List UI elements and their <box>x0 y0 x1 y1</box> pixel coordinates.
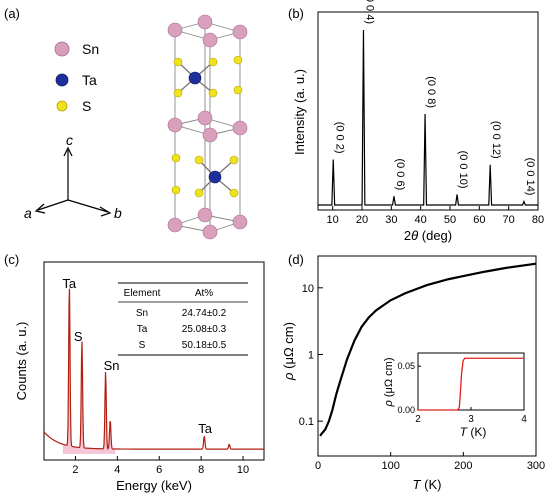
inset-transition-curve <box>418 357 524 411</box>
xrd-x-tick-label: 50 <box>444 214 456 226</box>
eds-x-tick-label: 10 <box>237 464 249 476</box>
resistivity-x-axis-label: T (K) <box>413 477 442 492</box>
xrd-peak-label: (0 0 6) <box>394 158 406 190</box>
eds-peak-label: Ta <box>198 421 213 436</box>
resistivity-y-tick-label: 1 <box>308 349 314 361</box>
eds-peak-label: S <box>74 329 83 344</box>
inset-y-axis-label: ρ (μΩ cm) <box>383 358 395 408</box>
panel-b-label: (b) <box>288 6 304 21</box>
composition-table: Element At% Sn 24.74±0.2 Ta 25.08±0.3 S … <box>118 282 248 356</box>
table-cell: 24.74±0.2 <box>182 308 227 319</box>
resistivity-inset: 2 3 4 0.00 0.05 ρ (μΩ cm) T (K) <box>383 352 527 439</box>
resistivity-curve <box>319 262 537 437</box>
resistivity-y-tick-label: 0.1 <box>299 416 314 428</box>
resistivity-x-tick-label: 100 <box>381 460 399 472</box>
eds-x-tick-label: 4 <box>114 464 120 476</box>
inset-frame <box>417 352 525 411</box>
panel-a: (a) Sn Ta S c a b <box>4 6 248 240</box>
eds-y-axis-label: Counts (a. u.) <box>14 322 29 401</box>
xrd-x-tick-label: 30 <box>385 214 397 226</box>
xrd-peak-label: (0 0 4) <box>363 0 375 24</box>
inset-x-tick-label: 3 <box>468 414 474 425</box>
panel-d: (d) 0 100 200 300 0.1 1 10 ρ (μΩ cm) T (K) 2 3 4… <box>281 252 545 492</box>
axis-a-label: a <box>24 205 32 221</box>
panel-b: (b) 10 20 30 40 50 60 70 80 (0 0 2)(0 0 4)(0 0 … <box>288 0 544 243</box>
eds-spectrum-line <box>43 288 264 450</box>
crystal-structure <box>167 14 248 240</box>
xrd-x-tick-label: 40 <box>415 214 427 226</box>
resistivity-y-tick-label: 10 <box>302 283 314 295</box>
table-header-at: At% <box>195 288 213 299</box>
xrd-pattern-line <box>318 29 538 206</box>
table-cell: S <box>139 340 146 351</box>
table-cell: 50.18±0.5 <box>182 340 227 351</box>
panel-c-label: (c) <box>4 252 19 267</box>
table-cell: Ta <box>137 324 148 335</box>
resistivity-plot-frame <box>317 255 537 457</box>
panel-a-label: (a) <box>4 6 20 21</box>
resistivity-x-tick-label: 200 <box>454 460 472 472</box>
sn-atoms <box>167 14 248 240</box>
xrd-peak-label: (0 0 10) <box>457 151 469 189</box>
xrd-peak-label: (0 0 14) <box>524 158 536 196</box>
xrd-y-axis-label: Intensity (a. u.) <box>292 69 307 155</box>
resistivity-y-axis-label: ρ (μΩ cm) <box>281 322 296 381</box>
table-header-element: Element <box>124 288 161 299</box>
table-cell: Sn <box>136 308 148 319</box>
xrd-peak-label: (0 0 8) <box>425 76 437 108</box>
xrd-x-ticks: 10 20 30 40 50 60 70 80 <box>327 206 544 226</box>
eds-peak-label: Ta <box>62 276 77 291</box>
xrd-x-tick-label: 10 <box>327 214 339 226</box>
xrd-peak-labels: (0 0 2) (0 0 4) (0 0 6) (0 0 8) (0 0 10) (0 0… <box>333 0 536 196</box>
xrd-x-axis-label: 2θ (deg) <box>404 228 452 243</box>
axis-c-label: c <box>66 132 73 148</box>
inset-y-tick-label: 0.00 <box>397 405 415 415</box>
xrd-peak-label: (0 0 12) <box>490 121 502 159</box>
eds-x-tick-label: 8 <box>198 464 204 476</box>
table-cell: 25.08±0.3 <box>182 324 227 335</box>
panel-d-label: (d) <box>288 252 304 267</box>
xrd-plot-frame <box>317 11 539 211</box>
legend-sn-marker <box>54 41 70 57</box>
inset-x-axis-label: T (K) <box>460 425 487 439</box>
ta-s-bonds <box>177 61 235 194</box>
eds-x-tick-label: 2 <box>72 464 78 476</box>
eds-x-axis-label: Energy (keV) <box>116 478 192 493</box>
xrd-peak-label: (0 0 2) <box>333 122 345 154</box>
xrd-x-tick-label: 20 <box>356 214 368 226</box>
xrd-x-tick-label: 60 <box>473 214 485 226</box>
axis-b-label: b <box>114 205 122 221</box>
resistivity-axis-ticks: 0 100 200 300 0.1 1 10 <box>299 283 545 472</box>
eds-peak-labels: Ta S Sn Ta <box>62 276 212 436</box>
legend-sn-label: Sn <box>82 41 99 57</box>
legend-s-marker <box>56 100 68 112</box>
legend-ta-label: Ta <box>82 72 97 88</box>
resistivity-x-tick-label: 300 <box>527 460 545 472</box>
unit-cell-edges <box>174 21 241 233</box>
ta-atoms <box>188 71 222 184</box>
legend-s-label: S <box>82 98 91 114</box>
eds-peak-label: Sn <box>104 358 120 373</box>
legend-ta-marker <box>55 73 69 87</box>
eds-x-tick-label: 6 <box>156 464 162 476</box>
inset-y-tick-label: 0.05 <box>397 361 415 371</box>
inset-x-tick-label: 4 <box>521 414 527 425</box>
resistivity-x-tick-label: 0 <box>315 460 321 472</box>
inset-x-tick-label: 2 <box>415 414 421 425</box>
xrd-x-tick-label: 80 <box>532 214 544 226</box>
eds-x-ticks: 2 4 6 8 10 <box>72 456 249 476</box>
panel-c: (c) 2 4 6 8 10 Ta S Sn Ta Element At% Sn 24.74±… <box>4 252 265 493</box>
s-atoms <box>171 55 243 198</box>
xrd-x-tick-label: 70 <box>503 214 515 226</box>
eds-plot-frame <box>43 261 265 461</box>
axes-triad <box>34 146 112 217</box>
